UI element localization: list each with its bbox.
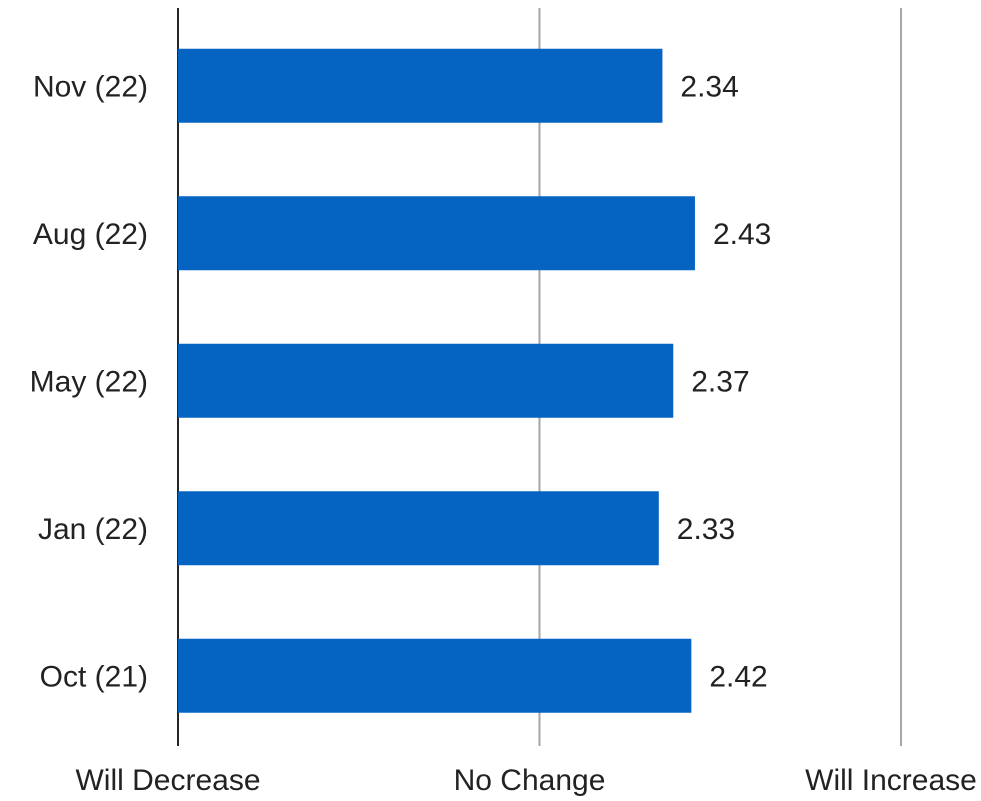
bar-5 <box>178 638 692 713</box>
bar-3 <box>178 343 674 418</box>
category-label-5: Oct (21) <box>40 660 148 693</box>
category-label-2: Aug (22) <box>33 218 148 251</box>
x-tick-label-1: Will Decrease <box>75 764 260 797</box>
category-label-3: May (22) <box>30 365 148 398</box>
x-tick-label-2: No Change <box>454 764 606 797</box>
bar-4 <box>178 491 659 566</box>
value-label-2: 2.43 <box>713 218 771 251</box>
category-label-1: Nov (22) <box>33 70 148 103</box>
value-label-1: 2.34 <box>680 70 738 103</box>
category-labels: Nov (22) Aug (22) May (22) Jan (22) Oct (21) <box>30 70 148 693</box>
bars <box>178 48 695 713</box>
value-label-4: 2.33 <box>677 513 735 546</box>
bar-1 <box>178 48 663 123</box>
x-tick-label-3: Will Increase <box>805 764 977 797</box>
value-label-3: 2.37 <box>691 365 749 398</box>
x-tick-labels: Will Decrease No Change Will Increase <box>75 764 976 797</box>
bar-2 <box>178 196 695 271</box>
value-label-5: 2.42 <box>709 660 767 693</box>
category-label-4: Jan (22) <box>38 513 148 546</box>
value-labels: 2.34 2.43 2.37 2.33 2.42 <box>677 70 772 693</box>
